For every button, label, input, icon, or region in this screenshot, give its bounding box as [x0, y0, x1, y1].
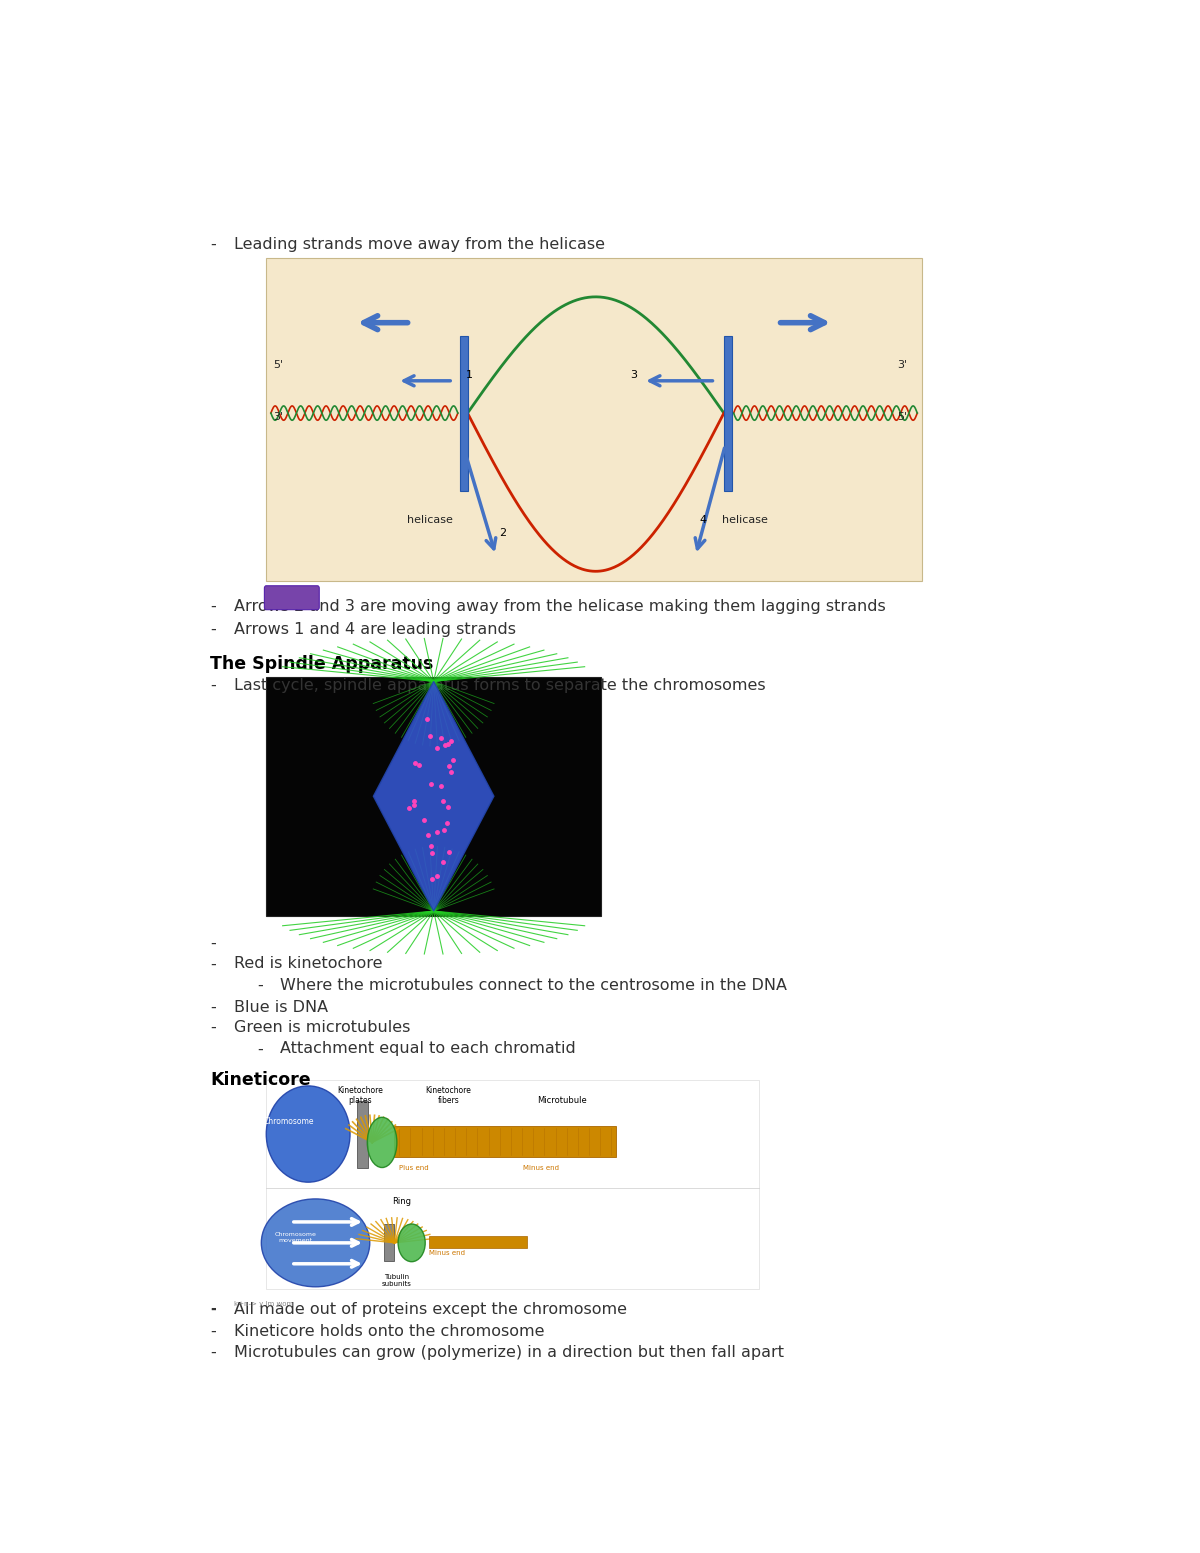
Text: -: -	[210, 936, 216, 950]
Text: 5': 5'	[896, 412, 907, 421]
Text: The Spindle Apparatus: The Spindle Apparatus	[210, 655, 434, 672]
Text: 3: 3	[630, 370, 637, 379]
Bar	[460, 335, 468, 491]
Bar	[266, 1079, 760, 1289]
Polygon shape	[373, 682, 494, 912]
Text: Red is kinetochore: Red is kinetochore	[234, 957, 382, 972]
Text: -: -	[210, 1000, 216, 1014]
Text: 1: 1	[467, 370, 473, 379]
Text: Where the microtubules connect to the centrosome in the DNA: Where the microtubules connect to the ce…	[281, 978, 787, 992]
Text: 2: 2	[499, 528, 506, 537]
Text: -: -	[210, 1323, 216, 1339]
Text: -: -	[257, 1042, 263, 1056]
Text: Attachment equal to each chromatid: Attachment equal to each chromatid	[281, 1042, 576, 1056]
Ellipse shape	[367, 1117, 397, 1168]
Bar	[395, 1126, 617, 1157]
Text: Arrows 1 and 4 are leading strands: Arrows 1 and 4 are leading strands	[234, 621, 516, 637]
Text: Minus end: Minus end	[428, 1250, 464, 1256]
Text: Plus end: Plus end	[400, 1165, 428, 1171]
Bar	[266, 258, 922, 581]
Text: 4: 4	[698, 516, 706, 525]
Text: k+n-> y lm wom: k+n-> y lm wom	[234, 1301, 293, 1308]
FancyBboxPatch shape	[264, 585, 319, 610]
Text: Arrows 2 and 3 are moving away from the helicase making them lagging strands: Arrows 2 and 3 are moving away from the …	[234, 599, 886, 613]
Text: Microtubule: Microtubule	[538, 1096, 587, 1106]
Text: -: -	[210, 236, 216, 252]
Text: -: -	[210, 621, 216, 637]
Text: helicase: helicase	[722, 516, 768, 525]
Text: All made out of proteins except the chromosome: All made out of proteins except the chro…	[234, 1301, 626, 1317]
Text: -: -	[210, 1020, 216, 1034]
Text: Kinetochore
plates: Kinetochore plates	[337, 1086, 383, 1106]
Text: Blue is DNA: Blue is DNA	[234, 1000, 328, 1014]
Bar	[428, 1236, 528, 1249]
Text: Last cycle, spindle apparatus forms to separate the chromosomes: Last cycle, spindle apparatus forms to s…	[234, 677, 766, 693]
Text: Chromosome
movement: Chromosome movement	[275, 1233, 317, 1244]
Text: Minus end: Minus end	[522, 1165, 558, 1171]
Text: 5': 5'	[272, 360, 283, 370]
Text: -: -	[210, 1301, 216, 1317]
Bar	[384, 1224, 395, 1261]
Ellipse shape	[262, 1199, 370, 1287]
Bar	[724, 335, 732, 491]
Text: -: -	[210, 1301, 216, 1315]
Text: Microtubules can grow (polymerize) in a direction but then fall apart: Microtubules can grow (polymerize) in a …	[234, 1345, 784, 1360]
Text: -: -	[210, 599, 216, 613]
Text: helicase: helicase	[407, 516, 454, 525]
Text: 3': 3'	[896, 360, 907, 370]
Ellipse shape	[398, 1224, 425, 1261]
Text: Leading strands move away from the helicase: Leading strands move away from the helic…	[234, 236, 605, 252]
Text: Chromosome: Chromosome	[263, 1117, 313, 1126]
Text: Tubulin
subunits: Tubulin subunits	[382, 1275, 412, 1287]
Text: 3': 3'	[272, 412, 283, 421]
Text: Ring: Ring	[392, 1197, 410, 1205]
Ellipse shape	[266, 1086, 350, 1182]
Text: -: -	[257, 978, 263, 992]
Text: -: -	[210, 1345, 216, 1360]
Text: -: -	[210, 677, 216, 693]
Text: Kineticore holds onto the chromosome: Kineticore holds onto the chromosome	[234, 1323, 545, 1339]
Bar	[266, 677, 601, 916]
Text: Kinetochore
fibers: Kinetochore fibers	[426, 1086, 472, 1106]
Bar	[358, 1101, 368, 1168]
Text: Kineticore: Kineticore	[210, 1072, 311, 1089]
Text: Green is microtubules: Green is microtubules	[234, 1020, 410, 1034]
Text: -: -	[210, 957, 216, 972]
